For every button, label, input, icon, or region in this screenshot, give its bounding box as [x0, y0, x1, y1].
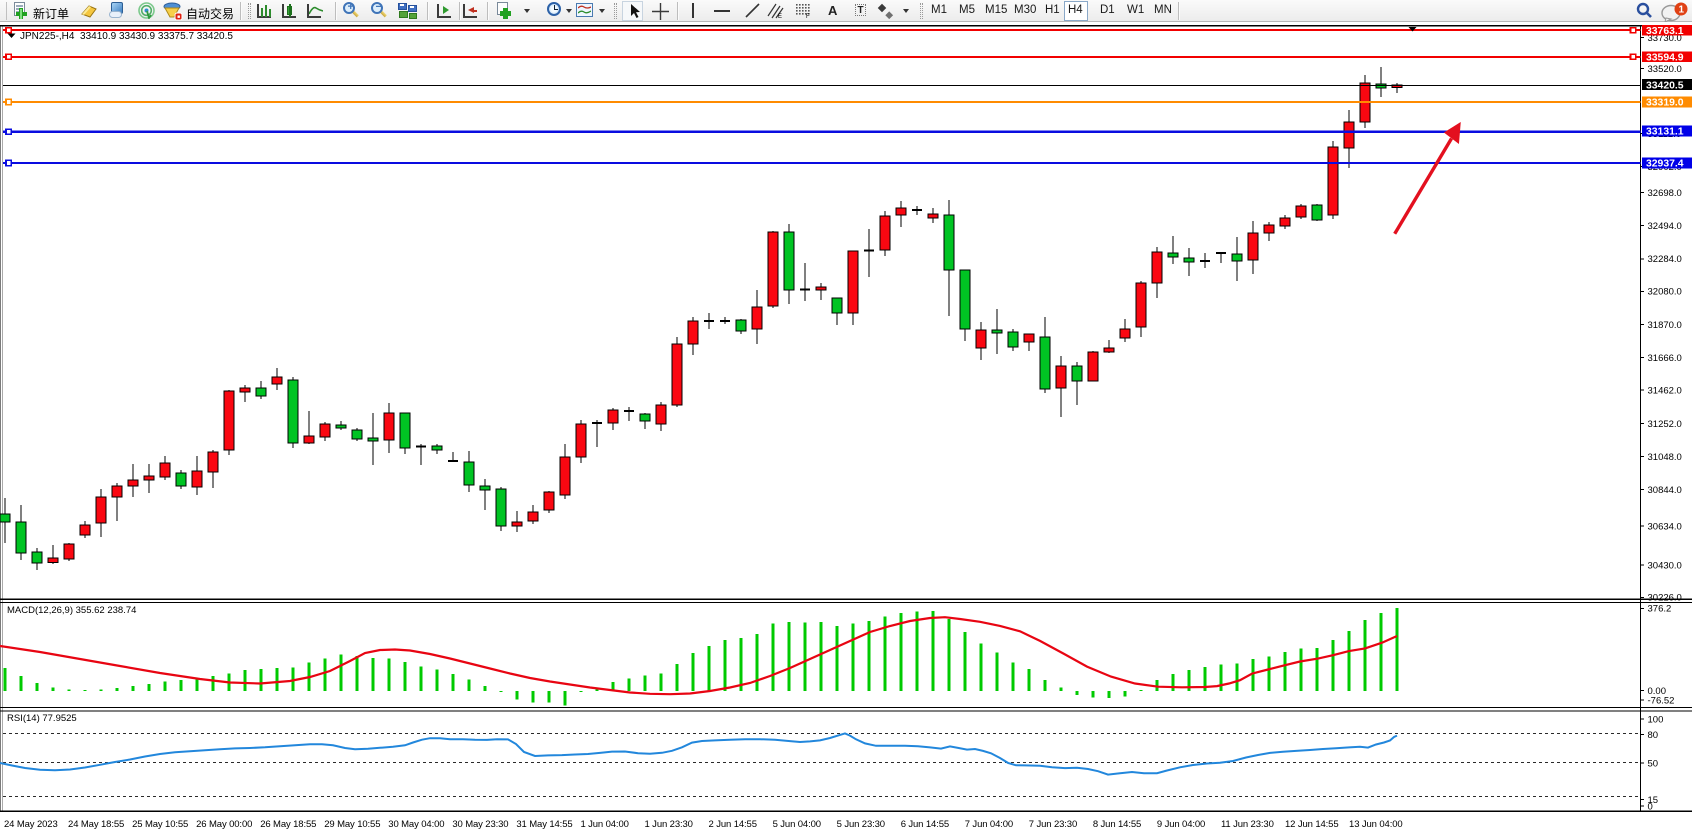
svg-text:1 Jun 23:30: 1 Jun 23:30 — [645, 819, 693, 830]
svg-text:29 May 10:55: 29 May 10:55 — [324, 819, 380, 830]
svg-text:32698.0: 32698.0 — [1648, 188, 1682, 199]
svg-text:0.00: 0.00 — [1648, 686, 1667, 697]
svg-text:RSI(14) 77.9525: RSI(14) 77.9525 — [7, 713, 77, 724]
svg-text:31048.0: 31048.0 — [1648, 452, 1682, 463]
svg-text:7 Jun 04:00: 7 Jun 04:00 — [965, 819, 1013, 830]
svg-text:-76.52: -76.52 — [1648, 696, 1675, 707]
svg-text:376.2: 376.2 — [1648, 604, 1672, 615]
svg-text:30 May 04:00: 30 May 04:00 — [388, 819, 444, 830]
svg-text:7 Jun 23:30: 7 Jun 23:30 — [1029, 819, 1077, 830]
svg-text:2 Jun 14:55: 2 Jun 14:55 — [709, 819, 757, 830]
svg-text:1: 1 — [1679, 5, 1685, 16]
svg-text:MACD(12,26,9) 355.62 238.74: MACD(12,26,9) 355.62 238.74 — [7, 605, 136, 616]
svg-text:9 Jun 04:00: 9 Jun 04:00 — [1157, 819, 1205, 830]
svg-text:13 Jun 04:00: 13 Jun 04:00 — [1349, 819, 1403, 830]
svg-text:24 May 18:55: 24 May 18:55 — [68, 819, 124, 830]
svg-text:11 Jun 23:30: 11 Jun 23:30 — [1221, 819, 1274, 830]
svg-text:100: 100 — [1648, 714, 1664, 725]
svg-text:E: E — [778, 14, 782, 19]
svg-text:30844.0: 30844.0 — [1648, 485, 1682, 496]
svg-text:0: 0 — [1648, 801, 1653, 812]
svg-text:F: F — [806, 14, 810, 19]
svg-text:33594.9: 33594.9 — [1646, 53, 1684, 64]
svg-text:32284.0: 32284.0 — [1648, 254, 1682, 265]
svg-text:30634.0: 30634.0 — [1648, 521, 1682, 532]
svg-text:8 Jun 14:55: 8 Jun 14:55 — [1093, 819, 1141, 830]
svg-text:1 Jun 04:00: 1 Jun 04:00 — [580, 819, 628, 830]
svg-text:32937.4: 32937.4 — [1646, 159, 1684, 170]
svg-text:33319.0: 33319.0 — [1646, 98, 1684, 109]
svg-text:33763.1: 33763.1 — [1646, 26, 1684, 37]
svg-text:32494.0: 32494.0 — [1648, 221, 1682, 232]
svg-text:26 May 00:00: 26 May 00:00 — [196, 819, 252, 830]
svg-text:5 Jun 04:00: 5 Jun 04:00 — [773, 819, 821, 830]
svg-text:26 May 18:55: 26 May 18:55 — [260, 819, 316, 830]
svg-text:33520.0: 33520.0 — [1648, 64, 1682, 75]
svg-text:31252.0: 31252.0 — [1648, 419, 1682, 430]
svg-text:30226.0: 30226.0 — [1648, 593, 1682, 604]
svg-text:33420.5: 33420.5 — [1646, 80, 1684, 91]
svg-text:24 May 2023: 24 May 2023 — [4, 819, 58, 830]
svg-text:80: 80 — [1648, 730, 1659, 741]
svg-text:12 Jun 14:55: 12 Jun 14:55 — [1285, 819, 1339, 830]
svg-text:31666.0: 31666.0 — [1648, 353, 1682, 364]
svg-text:33131.1: 33131.1 — [1646, 127, 1684, 138]
svg-text:33730.0: 33730.0 — [1648, 33, 1682, 44]
svg-text:32080.0: 32080.0 — [1648, 287, 1682, 298]
svg-text:6 Jun 14:55: 6 Jun 14:55 — [901, 819, 949, 830]
svg-text:15: 15 — [1648, 795, 1659, 806]
svg-text:31462.0: 31462.0 — [1648, 386, 1682, 397]
svg-text:30430.0: 30430.0 — [1648, 561, 1682, 572]
svg-text:31 May 14:55: 31 May 14:55 — [516, 819, 572, 830]
svg-text:30 May 23:30: 30 May 23:30 — [452, 819, 508, 830]
svg-text:JPN225-,H4 33410.9 33430.9 33: JPN225-,H4 33410.9 33430.9 33375.7 33420… — [20, 31, 233, 42]
svg-text:31870.0: 31870.0 — [1648, 320, 1682, 331]
svg-text:25 May 10:55: 25 May 10:55 — [132, 819, 188, 830]
svg-text:50: 50 — [1648, 758, 1659, 769]
svg-text:5 Jun 23:30: 5 Jun 23:30 — [837, 819, 885, 830]
